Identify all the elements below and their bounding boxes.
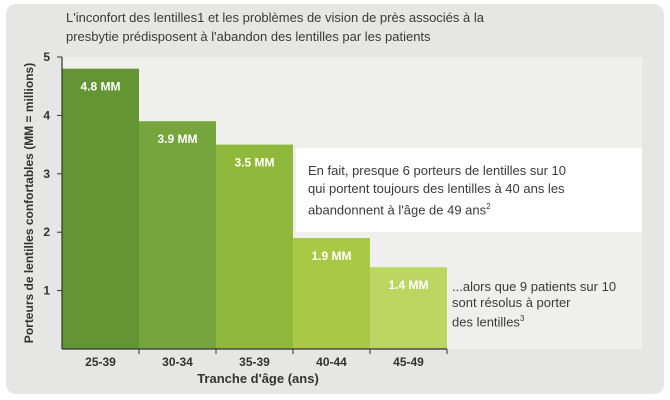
y-tick-label-4: 4: [43, 108, 50, 122]
x-tick-label-25-39: 25-39: [85, 355, 116, 369]
y-tick-label-2: 2: [43, 225, 50, 239]
bar-label-25-39: 4.8 MM: [80, 80, 120, 94]
callout-footnote: 2: [486, 202, 491, 211]
x-tick-label-30-34: 30-34: [162, 355, 193, 369]
side-note-line-3: des lentilles: [452, 314, 520, 330]
callout-line-1: En fait, presque 6 porteurs de lentilles…: [308, 163, 566, 178]
side-note-line-2: sont résolus à porter: [452, 295, 571, 310]
bar-label-45-49: 1.4 MM: [388, 278, 428, 292]
bar-data-labels: 4.8 MM 3.9 MM 3.5 MM 1.9 MM 1.4 MM: [80, 80, 428, 293]
side-note-footnote: 3: [519, 314, 525, 323]
side-note: ...alors que 9 patients sur 10 sont réso…: [452, 279, 616, 330]
bar-label-35-39: 3.5 MM: [234, 156, 274, 170]
bar-45-49: [370, 267, 447, 349]
x-axis: 25-39 30-34 35-39 40-44 45-49: [62, 348, 448, 369]
x-axis-label: Tranche d'âge (ans): [197, 371, 319, 386]
x-tick-label-45-49: 45-49: [393, 355, 424, 369]
y-axis: 012345: [43, 50, 63, 349]
callout-line-2: qui portent toujours des lentilles à 40 …: [308, 181, 565, 196]
bar-25-39: [62, 68, 139, 350]
x-tick-label-35-39: 35-39: [239, 355, 270, 369]
y-tick-label-1: 1: [43, 284, 50, 298]
bar-label-40-44: 1.9 MM: [311, 249, 351, 263]
chart-title-line-2: presbytie prédisposent à l'abandon des l…: [66, 29, 431, 44]
bar-30-34: [139, 121, 216, 350]
callout-box: En fait, presque 6 porteurs de lentilles…: [296, 148, 642, 232]
y-axis-label: Porteurs de lentilles confortables (MM =…: [22, 63, 36, 343]
y-tick-label-5: 5: [43, 50, 50, 64]
callout-line-3: abandonnent à l'âge de 49 ans: [308, 202, 487, 218]
bar-label-30-34: 3.9 MM: [157, 132, 197, 146]
bars: [62, 68, 447, 350]
x-tick-label-40-44: 40-44: [316, 355, 347, 369]
bar-35-39: [216, 144, 293, 349]
y-tick-label-3: 3: [43, 167, 50, 181]
side-note-line-1: ...alors que 9 patients sur 10: [452, 279, 617, 294]
chart-title-line-1: L'inconfort des lentilles1 et les problè…: [66, 10, 484, 25]
bar-40-44: [293, 238, 370, 349]
